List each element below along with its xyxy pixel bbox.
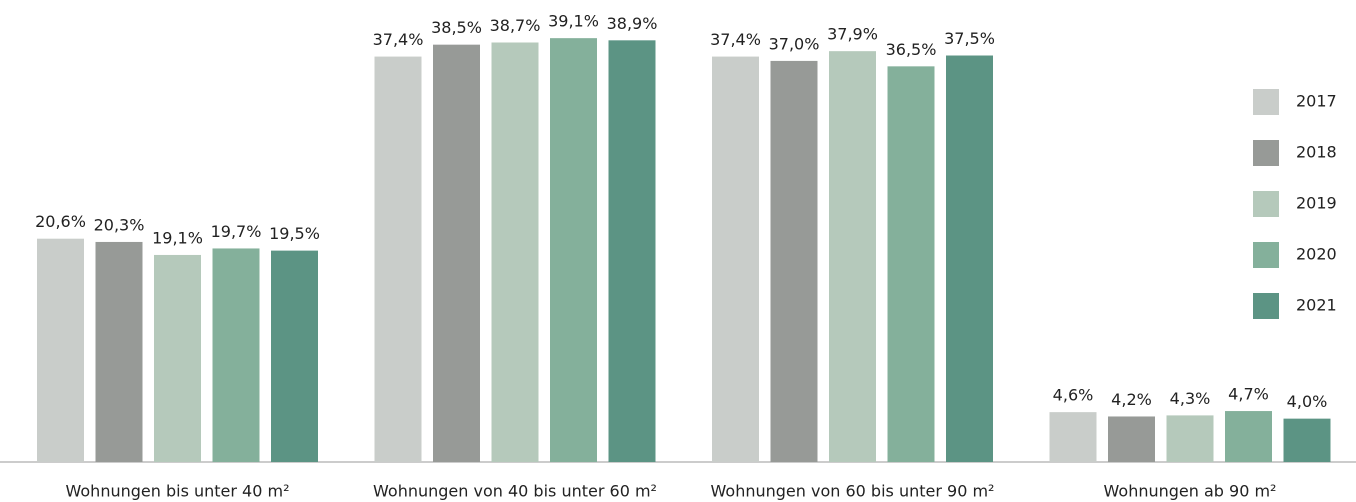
bar xyxy=(1049,412,1097,462)
bar xyxy=(212,248,260,462)
bar xyxy=(887,66,935,462)
data-label: 4,0% xyxy=(1287,392,1328,411)
data-label: 38,9% xyxy=(607,14,658,33)
legend-label: 2021 xyxy=(1296,296,1337,315)
x-tick-label: Wohnungen ab 90 m² xyxy=(1104,482,1277,501)
data-label: 4,6% xyxy=(1053,386,1094,405)
legend-swatch xyxy=(1253,191,1279,217)
bar xyxy=(374,56,422,463)
data-label: 38,5% xyxy=(431,18,482,37)
legend-label: 2017 xyxy=(1296,92,1337,111)
data-label: 37,0% xyxy=(769,34,820,53)
bar xyxy=(829,51,876,462)
data-label: 19,1% xyxy=(152,228,203,247)
bar xyxy=(433,44,480,462)
legend-swatch xyxy=(1253,140,1279,166)
bar xyxy=(1166,415,1214,462)
legend-label: 2020 xyxy=(1296,245,1337,264)
x-tick-label: Wohnungen von 60 bis unter 90 m² xyxy=(711,482,995,501)
bar xyxy=(770,60,818,463)
x-tick-label: Wohnungen bis unter 40 m² xyxy=(66,482,290,501)
data-label: 39,1% xyxy=(548,12,599,31)
legend-swatch xyxy=(1253,89,1279,115)
data-label: 20,6% xyxy=(35,212,86,231)
bar xyxy=(154,254,201,462)
data-label: 37,4% xyxy=(373,30,424,49)
data-label: 19,5% xyxy=(269,224,320,243)
data-label: 4,2% xyxy=(1111,390,1152,409)
bar xyxy=(608,40,656,462)
bar xyxy=(712,56,759,463)
x-tick-label: Wohnungen von 40 bis unter 60 m² xyxy=(373,482,657,501)
data-label: 37,5% xyxy=(944,29,995,48)
data-label: 20,3% xyxy=(94,215,145,234)
data-label: 37,4% xyxy=(710,30,761,49)
bar xyxy=(550,38,597,462)
bar xyxy=(1108,416,1155,462)
bar xyxy=(37,238,84,462)
data-label: 37,9% xyxy=(827,25,878,44)
data-label: 4,3% xyxy=(1170,389,1211,408)
legend-label: 2018 xyxy=(1296,143,1337,162)
legend-swatch xyxy=(1253,293,1279,319)
bar xyxy=(271,250,318,462)
data-label: 36,5% xyxy=(886,40,937,59)
data-label: 19,7% xyxy=(211,222,262,241)
bar xyxy=(491,42,539,462)
bar xyxy=(946,55,993,462)
bar xyxy=(1225,411,1272,462)
legend-label: 2019 xyxy=(1296,194,1337,213)
data-label: 4,7% xyxy=(1228,385,1269,404)
data-label: 38,7% xyxy=(490,16,541,35)
bar xyxy=(1283,418,1331,462)
bar xyxy=(95,241,143,462)
legend-swatch xyxy=(1253,242,1279,268)
